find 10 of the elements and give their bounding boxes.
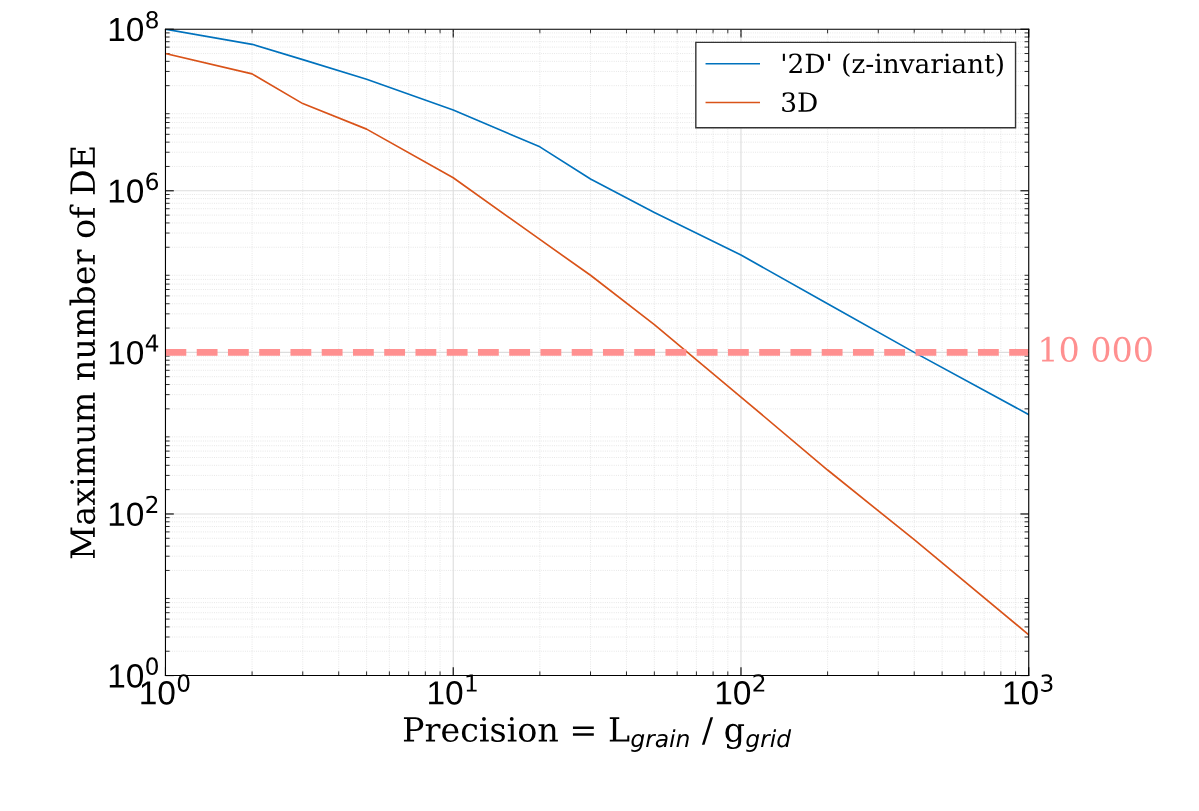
legend-label: 3D <box>782 92 817 113</box>
ref-line-label: 10 000 <box>1041 336 1152 363</box>
x-axis-title: Precision = L$_{grain}$ / g$_{grid}$ <box>403 717 792 752</box>
y-tick-label: 10$^{6}$ <box>109 172 159 203</box>
legend-label: '2D' (z-invariant) <box>782 52 1003 78</box>
y-tick-label: 10$^{4}$ <box>109 334 159 365</box>
y-axis-title: Maximum number of DE <box>69 147 96 559</box>
y-tick-label: 10$^{8}$ <box>109 10 158 42</box>
y-tick-label: 10$^{2}$ <box>109 495 158 527</box>
x-tick-label: 10$^{3}$ <box>1004 674 1053 705</box>
